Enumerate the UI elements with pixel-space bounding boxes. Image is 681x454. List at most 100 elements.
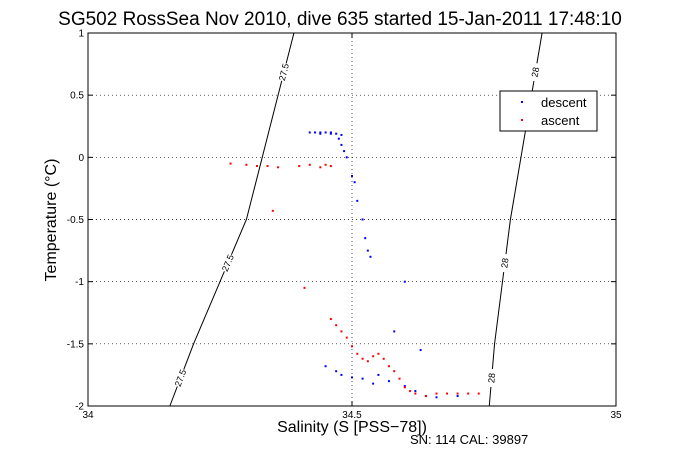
data-point-descent <box>366 249 369 252</box>
data-point-ascent <box>340 330 343 333</box>
data-point-ascent <box>319 166 322 169</box>
data-point-descent <box>351 174 353 177</box>
data-point-descent <box>356 199 359 202</box>
data-point-descent <box>377 373 380 376</box>
y-tick-label: -1.5 <box>67 339 85 350</box>
legend-marker-descent <box>521 101 523 103</box>
data-point-ascent <box>271 209 274 212</box>
data-point-descent <box>435 396 438 399</box>
data-point-descent <box>329 131 332 134</box>
x-tick-label: 34 <box>82 410 94 421</box>
data-point-descent <box>369 255 372 258</box>
data-point-ascent <box>277 166 280 169</box>
contour-label-bg <box>172 367 189 389</box>
data-point-ascent <box>398 377 401 380</box>
contour-label-bg <box>276 62 292 83</box>
data-point-descent <box>393 330 396 333</box>
data-point-ascent <box>377 352 380 355</box>
data-point-descent <box>340 133 343 136</box>
y-tick-label: -0.5 <box>67 215 85 226</box>
data-point-descent <box>319 132 322 135</box>
data-point-descent <box>340 143 343 146</box>
y-tick-label: -2 <box>75 402 84 413</box>
data-point-ascent <box>414 392 417 395</box>
data-point-ascent <box>229 162 232 165</box>
data-point-ascent <box>345 336 348 339</box>
data-point-descent <box>414 390 417 393</box>
data-point-ascent <box>329 317 332 320</box>
data-point-ascent <box>387 365 390 368</box>
data-point-ascent <box>255 165 258 168</box>
data-point-ascent <box>351 345 353 348</box>
data-point-ascent <box>324 163 327 166</box>
x-tick-label: 34.5 <box>342 410 362 421</box>
data-point-descent <box>387 380 390 383</box>
contour-label: 28 <box>486 373 497 384</box>
data-point-ascent <box>409 390 412 393</box>
data-point-descent <box>361 377 364 380</box>
data-point-ascent <box>477 392 480 395</box>
data-point-descent <box>340 373 343 376</box>
data-point-ascent <box>361 357 364 360</box>
data-point-descent <box>403 280 406 283</box>
y-axis-label: Temperature (°C) <box>43 159 60 282</box>
data-point-descent <box>335 132 338 135</box>
legend-box <box>499 90 598 132</box>
legend-label-descent: descent <box>541 95 587 110</box>
legend-label-ascent: ascent <box>541 113 580 128</box>
contour-label-bg <box>485 368 498 388</box>
data-point-ascent <box>382 357 385 360</box>
legend-marker-ascent <box>521 119 523 121</box>
data-point-ascent <box>245 163 248 166</box>
data-point-descent <box>329 132 332 135</box>
data-point-ascent <box>393 370 396 373</box>
data-point-descent <box>335 370 338 373</box>
contour-label-bg <box>528 62 542 82</box>
data-point-ascent <box>335 324 338 327</box>
data-point-ascent <box>356 352 359 355</box>
data-point-ascent <box>303 286 306 289</box>
data-point-descent <box>419 349 422 352</box>
contour-label: 28 <box>499 257 510 268</box>
contour-label-bg <box>498 253 511 273</box>
y-tick-label: -1 <box>75 277 84 288</box>
data-point-descent <box>345 156 348 159</box>
data-point-descent <box>456 395 459 398</box>
data-point-descent <box>353 181 356 184</box>
x-tick-label: 35 <box>610 410 622 421</box>
data-point-descent <box>351 376 353 379</box>
data-point-descent <box>403 385 406 388</box>
data-point-ascent <box>424 395 427 398</box>
data-point-ascent <box>266 165 269 168</box>
data-point-ascent <box>446 392 449 395</box>
data-point-ascent <box>435 392 438 395</box>
data-point-descent <box>361 218 364 221</box>
data-point-ascent <box>298 165 301 168</box>
axis-ticks: 34 34.5 35 -2 -1.5 -1 -0.5 0 0.5 1 <box>67 29 622 422</box>
legend: descent ascent <box>499 90 598 132</box>
contour-label-bg <box>219 252 237 274</box>
data-point-descent <box>324 365 327 368</box>
x-axis-label: Salinity (S [PSS−78]) <box>277 419 427 436</box>
chart-title: SG502 RossSea Nov 2010, dive 635 started… <box>58 9 622 30</box>
data-point-ascent <box>456 392 459 395</box>
y-tick-label: 1 <box>78 29 84 40</box>
data-point-descent <box>343 150 346 153</box>
contour-label: 28 <box>530 66 542 78</box>
data-point-ascent <box>372 355 375 358</box>
y-tick-label: 0.5 <box>70 91 84 102</box>
data-point-descent <box>324 131 327 134</box>
data-point-descent <box>372 382 375 385</box>
data-point-descent <box>314 131 317 134</box>
data-point-ascent <box>308 163 311 166</box>
data-point-ascent <box>467 392 470 395</box>
data-point-ascent <box>329 165 332 168</box>
data-point-descent <box>337 137 340 140</box>
serial-cal-label: SN: 114 CAL: 39897 <box>410 432 528 447</box>
data-point-descent <box>364 237 367 240</box>
data-point-descent <box>308 131 311 134</box>
y-tick-label: 0 <box>78 153 84 164</box>
data-point-ascent <box>366 360 369 363</box>
